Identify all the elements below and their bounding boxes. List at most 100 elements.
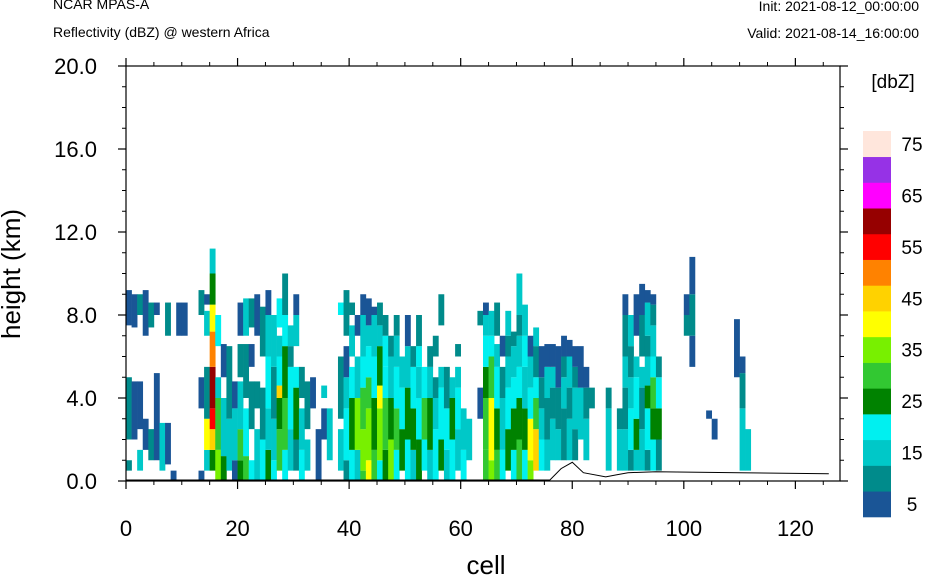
reflectivity-cell — [243, 298, 250, 336]
reflectivity-cell — [488, 335, 495, 357]
reflectivity-cell — [326, 408, 333, 461]
reflectivity-cell — [282, 315, 289, 347]
reflectivity-cell — [404, 315, 411, 347]
reflectivity-cell — [349, 398, 356, 450]
reflectivity-cell — [438, 294, 445, 326]
reflectivity-cell — [460, 408, 467, 450]
valid-time: Valid: 2021-08-14_16:00:00 — [747, 25, 919, 41]
reflectivity-cell — [293, 366, 300, 388]
reflectivity-cell — [706, 410, 713, 419]
reflectivity-cell — [271, 460, 277, 481]
colorbar-tick-label: 15 — [901, 444, 922, 465]
colorbar-tick-label: 5 — [907, 495, 918, 516]
x-tick-label: 40 — [337, 516, 361, 541]
reflectivity-cell — [443, 408, 450, 450]
reflectivity-cell — [538, 346, 545, 378]
colorbar-swatch — [863, 465, 891, 492]
reflectivity-cell — [427, 346, 434, 367]
reflectivity-cell — [209, 273, 216, 305]
reflectivity-cell — [204, 294, 210, 305]
reflectivity-cell — [628, 408, 634, 450]
reflectivity-cells — [126, 248, 752, 482]
y-axis-title: height (km) — [0, 209, 26, 339]
reflectivity-cell — [488, 310, 495, 336]
reflectivity-cell — [354, 315, 361, 336]
reflectivity-cell — [421, 366, 428, 399]
reflectivity-cell — [443, 366, 450, 409]
reflectivity-cell — [622, 387, 629, 430]
reflectivity-cell — [628, 346, 634, 378]
reflectivity-cell — [566, 339, 573, 357]
reflectivity-cell — [438, 387, 445, 440]
x-tick-label: 80 — [560, 516, 584, 541]
reflectivity-cell — [198, 377, 205, 409]
reflectivity-cell — [226, 346, 233, 419]
reflectivity-cell — [388, 335, 395, 357]
reflectivity-cell — [533, 398, 540, 430]
reflectivity-cell — [622, 429, 629, 471]
reflectivity-cell — [287, 346, 294, 367]
reflectivity-cell — [282, 346, 289, 399]
y-tick-label: 8.0 — [66, 303, 97, 328]
reflectivity-cell — [549, 418, 556, 461]
reflectivity-cell — [739, 408, 746, 471]
reflectivity-cell — [622, 315, 629, 357]
reflectivity-cell — [126, 377, 132, 440]
reflectivity-cell — [572, 429, 579, 461]
reflectivity-cell — [516, 398, 523, 440]
reflectivity-cell — [555, 387, 562, 430]
x-tick-label: 0 — [120, 516, 132, 541]
reflectivity-cell — [248, 298, 255, 328]
reflectivity-cell — [271, 366, 277, 419]
reflectivity-cell — [237, 302, 244, 336]
reflectivity-cell — [655, 356, 662, 378]
reflectivity-cell — [483, 315, 489, 336]
reflectivity-cell — [483, 449, 489, 482]
reflectivity-cell — [360, 470, 367, 482]
reflectivity-cell — [410, 366, 417, 409]
reflectivity-cell — [639, 283, 646, 316]
reflectivity-cell — [421, 398, 428, 440]
reflectivity-cell — [544, 398, 551, 440]
reflectivity-cell — [404, 387, 411, 440]
colorbar-tick-label: 35 — [901, 341, 922, 362]
reflectivity-cell — [321, 385, 328, 398]
reflectivity-cell — [265, 408, 272, 450]
reflectivity-cell — [337, 356, 344, 419]
reflectivity-cell — [510, 346, 517, 378]
reflectivity-cell — [622, 294, 629, 315]
reflectivity-cell — [209, 248, 216, 274]
reflectivity-cell — [494, 408, 501, 450]
reflectivity-cell — [449, 377, 456, 398]
reflectivity-cell — [259, 306, 266, 357]
colorbar-swatch — [863, 491, 891, 518]
reflectivity-cell — [639, 429, 646, 471]
reflectivity-cell — [416, 439, 422, 481]
reflectivity-cell — [505, 335, 512, 357]
reflectivity-cell — [527, 418, 534, 461]
reflectivity-cell — [365, 346, 372, 378]
reflectivity-cell — [483, 335, 489, 367]
reflectivity-cell — [572, 387, 579, 430]
reflectivity-cell — [488, 356, 495, 398]
reflectivity-cell — [204, 418, 210, 450]
reflectivity-cell — [371, 398, 378, 450]
reflectivity-cell — [142, 290, 149, 336]
model-name: NCAR MPAS-A — [53, 0, 150, 12]
reflectivity-cell — [287, 325, 294, 347]
reflectivity-cell — [304, 439, 311, 471]
reflectivity-cell — [516, 273, 523, 315]
reflectivity-cell — [243, 408, 250, 457]
reflectivity-cell — [343, 377, 350, 409]
reflectivity-cell — [382, 315, 389, 336]
reflectivity-cell — [555, 429, 562, 461]
reflectivity-cell — [337, 429, 344, 471]
reflectivity-cell — [438, 366, 445, 388]
reflectivity-cell — [293, 315, 300, 347]
reflectivity-cell — [148, 302, 155, 328]
reflectivity-cell — [650, 325, 657, 357]
reflectivity-cell — [416, 315, 422, 347]
reflectivity-cell — [349, 325, 356, 357]
reflectivity-cell — [365, 325, 372, 347]
reflectivity-cell — [259, 439, 266, 481]
